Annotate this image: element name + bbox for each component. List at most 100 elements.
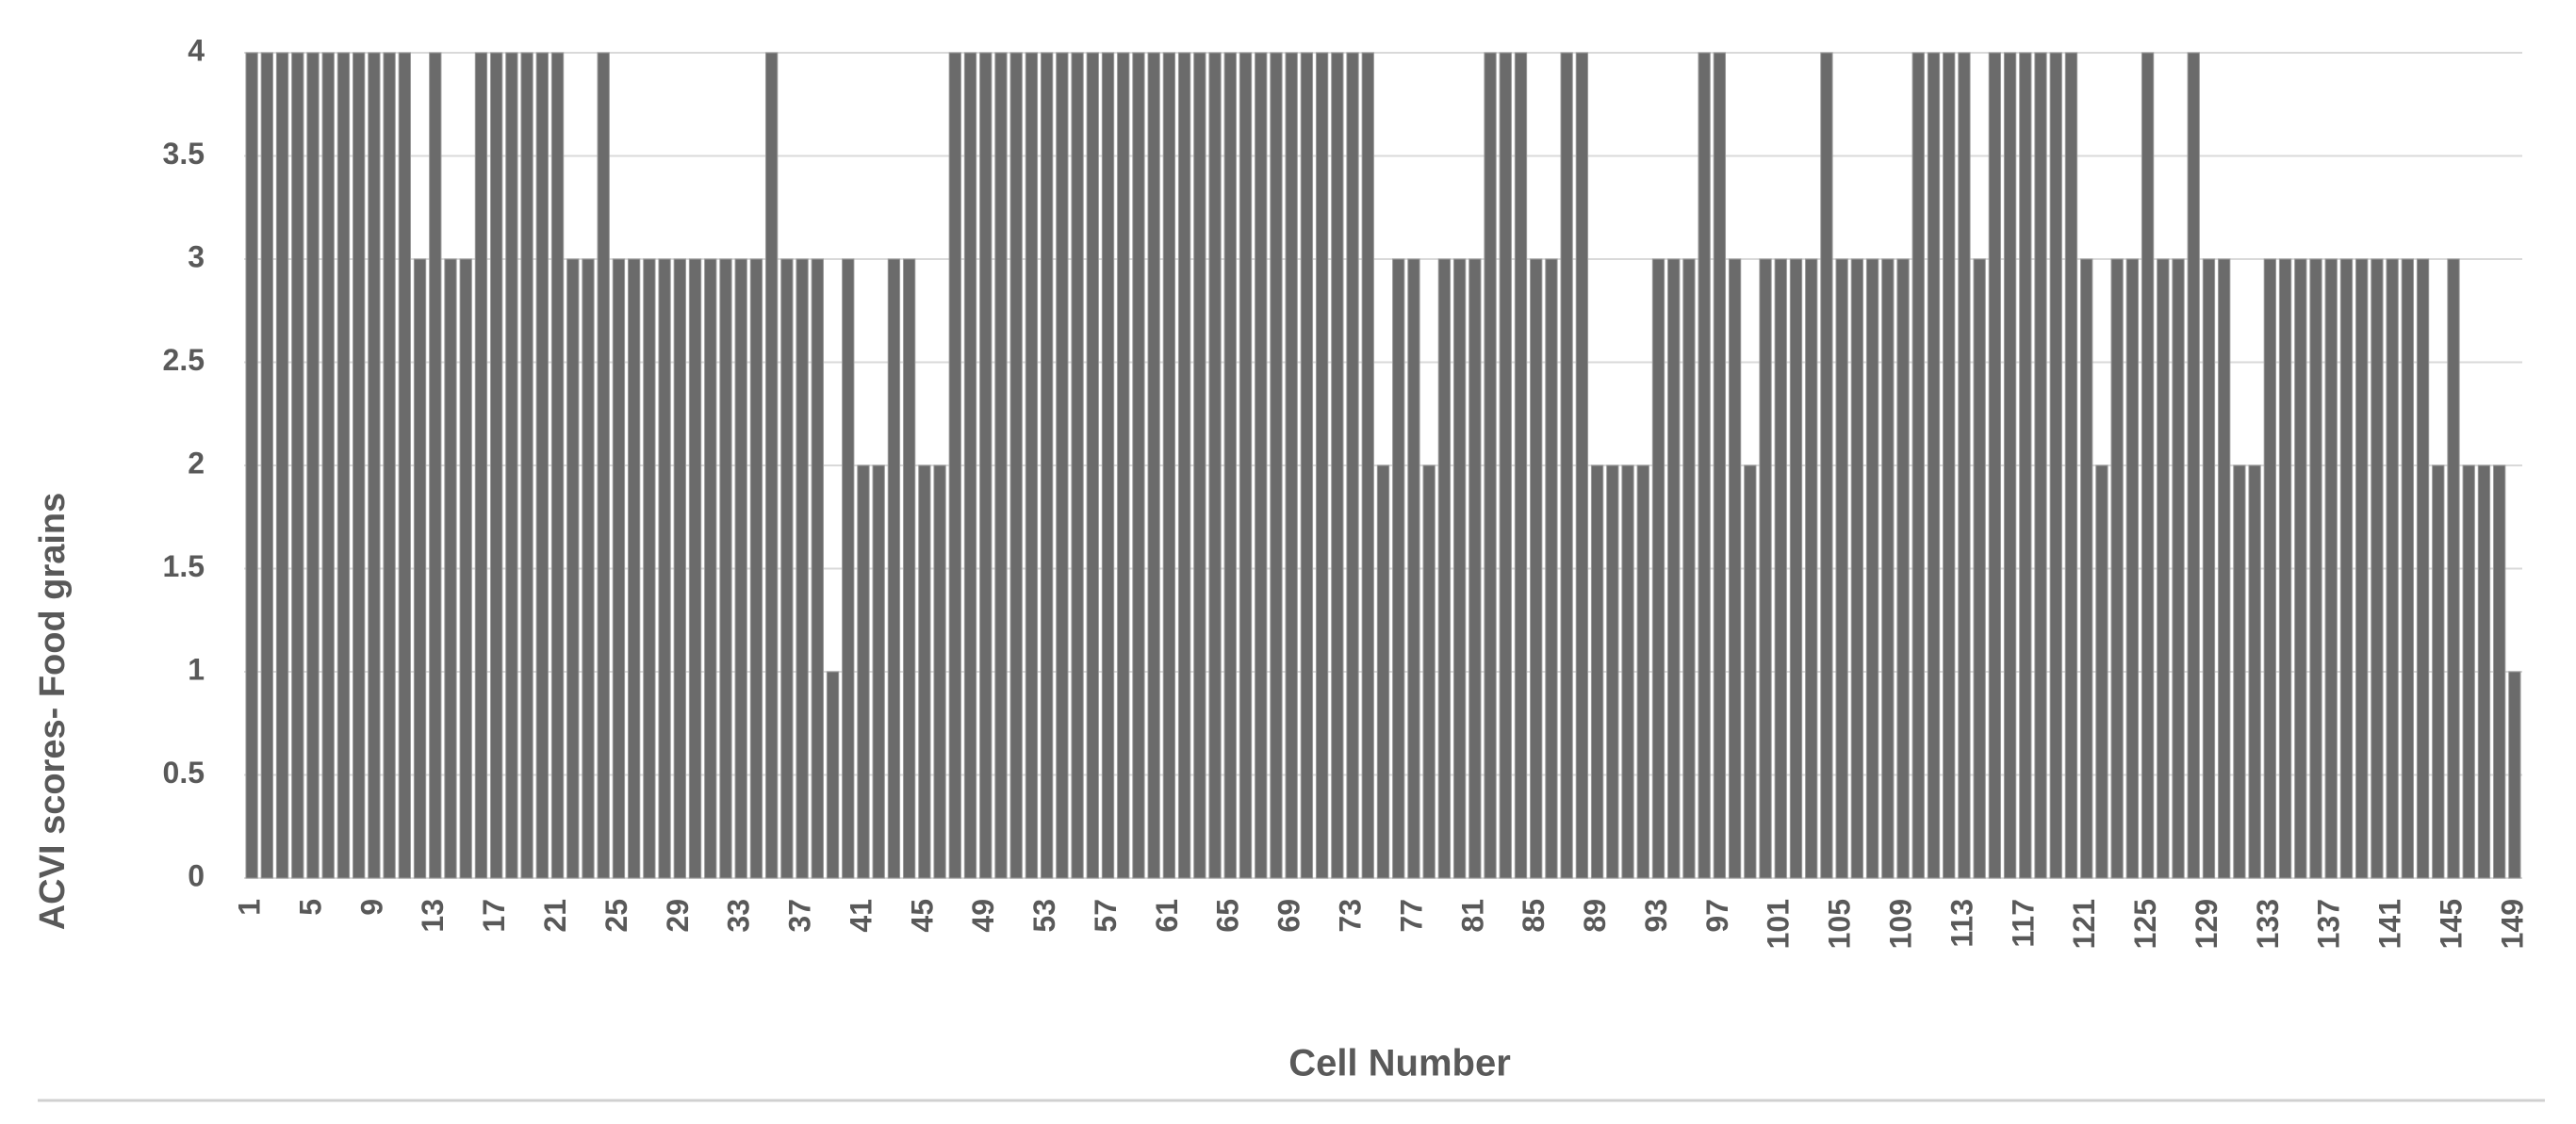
y-tick-label: 0: [188, 858, 205, 892]
x-tick-label: 5: [293, 899, 327, 916]
bar: [2095, 464, 2108, 879]
bar: [1865, 258, 1879, 879]
bar: [1361, 52, 1374, 879]
bar: [1147, 52, 1160, 879]
x-tick-label: 53: [1027, 899, 1061, 933]
bar: [368, 52, 381, 879]
x-tick-label: 93: [1639, 899, 1673, 933]
bar: [2003, 52, 2017, 879]
x-tick-label: 57: [1089, 899, 1123, 933]
x-tick-label: 149: [2495, 899, 2529, 949]
bar: [352, 52, 366, 879]
bar: [688, 258, 702, 879]
bar: [1270, 52, 1283, 879]
bar: [1223, 52, 1237, 879]
bar: [1255, 52, 1268, 879]
x-tick-label: 13: [416, 899, 450, 933]
bar: [275, 52, 289, 879]
bar: [1086, 52, 1099, 879]
bar: [398, 52, 411, 879]
y-tick-label: 2: [188, 446, 205, 480]
bar: [627, 258, 641, 879]
bar: [291, 52, 304, 879]
bar: [1040, 52, 1054, 879]
bar: [459, 258, 472, 879]
bar: [474, 52, 488, 879]
bar: [1927, 52, 1941, 879]
bar: [1621, 464, 1634, 879]
bar: [1744, 464, 1757, 879]
bar: [1315, 52, 1329, 879]
x-tick-label: 137: [2312, 899, 2346, 949]
bar: [2355, 258, 2369, 879]
bar: [1805, 258, 1818, 879]
bar: [2309, 258, 2322, 879]
bar: [1682, 258, 1696, 879]
y-tick-label: 4: [188, 33, 205, 67]
bar: [1988, 52, 2002, 879]
bar: [764, 52, 779, 879]
bar: [1560, 52, 1573, 879]
bar: [1850, 258, 1864, 879]
y-tick-label: 0.5: [163, 756, 205, 790]
bar: [1911, 52, 1925, 879]
bar: [2401, 258, 2415, 879]
x-tick-label: 73: [1334, 899, 1368, 933]
x-tick-label: 41: [844, 899, 878, 933]
bar: [2049, 52, 2062, 879]
bar: [1208, 52, 1222, 879]
x-tick-label: 61: [1150, 899, 1184, 933]
bar: [566, 258, 580, 879]
bar: [1835, 258, 1848, 879]
y-tick-label: 1: [188, 652, 205, 686]
x-tick-label: 49: [966, 899, 1000, 933]
bar: [1101, 52, 1115, 879]
bar: [1636, 464, 1649, 879]
bar: [1881, 258, 1895, 879]
x-tick-label: 65: [1211, 899, 1245, 933]
bar: [535, 52, 549, 879]
bar: [2294, 258, 2307, 879]
bar: [2125, 258, 2140, 879]
bar: [413, 258, 427, 879]
bar: [2141, 52, 2155, 879]
bar: [1468, 258, 1482, 879]
bar: [1575, 52, 1589, 879]
bar: [582, 258, 595, 879]
x-tick-label: 125: [2128, 899, 2162, 949]
bar: [1407, 258, 1420, 879]
bar: [2218, 258, 2231, 879]
bar: [1499, 52, 1512, 879]
x-tick-label: 85: [1517, 899, 1551, 933]
bar: [1789, 258, 1803, 879]
bar: [1484, 52, 1497, 879]
bar: [1590, 464, 1604, 879]
bar: [719, 258, 732, 879]
y-tick-label: 1.5: [163, 549, 205, 583]
bar: [336, 52, 351, 879]
bar: [1331, 52, 1344, 879]
x-tick-label: 129: [2190, 899, 2223, 949]
bar: [1117, 52, 1130, 879]
x-tick-label: 113: [1944, 899, 1978, 948]
x-tick-label: 37: [783, 899, 817, 933]
bar: [1239, 52, 1253, 879]
bar: [2278, 258, 2292, 879]
bar: [826, 671, 840, 879]
bar: [1896, 258, 1910, 879]
bar: [1177, 52, 1191, 879]
bar: [780, 258, 794, 879]
bar: [550, 52, 565, 879]
y-tick-label: 2.5: [163, 343, 205, 377]
bar: [643, 258, 656, 879]
bar: [1973, 258, 1986, 879]
bar: [842, 258, 855, 879]
x-tick-label: 25: [599, 899, 633, 933]
bar: [2157, 258, 2170, 879]
x-tick-label: 117: [2006, 899, 2040, 948]
bar: [1132, 52, 1145, 879]
bar: [1056, 52, 1069, 879]
x-tick-label: 33: [722, 899, 756, 933]
bar: [1698, 52, 1711, 879]
